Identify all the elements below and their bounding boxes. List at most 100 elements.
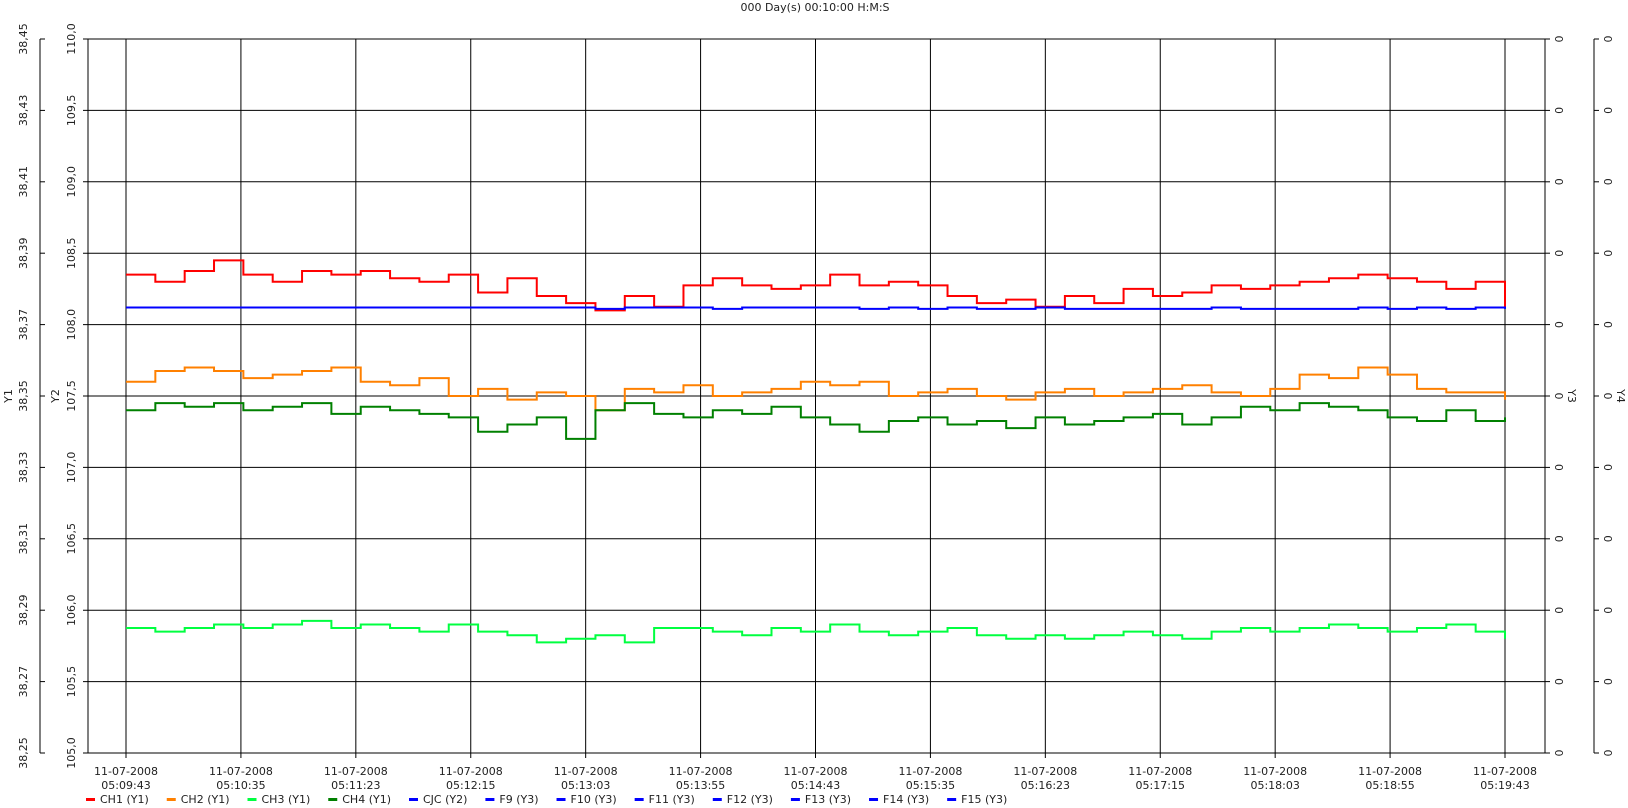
- x-tick-time: 05:12:15: [446, 779, 495, 792]
- legend-swatch: [634, 798, 644, 801]
- x-tick-time: 05:15:35: [906, 779, 955, 792]
- y3-tick-label: 0: [1552, 36, 1565, 43]
- x-tick-date: 11-07-2008: [1128, 765, 1192, 778]
- x-tick-time: 05:13:03: [561, 779, 610, 792]
- x-tick-date: 11-07-2008: [898, 765, 962, 778]
- y2-axis-label: Y2: [49, 389, 62, 404]
- x-tick-time: 05:11:23: [331, 779, 380, 792]
- x-tick-date: 11-07-2008: [1013, 765, 1077, 778]
- x-tick-time: 05:10:35: [216, 779, 265, 792]
- y1-tick-label: 38,41: [17, 166, 30, 198]
- legend-label: F13 (Y3): [805, 793, 851, 806]
- legend-swatch: [556, 798, 566, 801]
- y1-tick-label: 38,25: [17, 737, 30, 769]
- legend-swatch: [166, 798, 176, 801]
- x-tick-date: 11-07-2008: [1473, 765, 1537, 778]
- legend-label: CH1 (Y1): [100, 793, 149, 806]
- x-tick-date: 11-07-2008: [439, 765, 503, 778]
- legend-swatch: [485, 798, 495, 801]
- x-tick-date: 11-07-2008: [209, 765, 273, 778]
- y2-tick-label: 108,0: [65, 309, 78, 341]
- x-tick-time: 05:13:55: [676, 779, 725, 792]
- legend-label: CH3 (Y1): [262, 793, 311, 806]
- chart-title: 000 Day(s) 00:10:00 H:M:S: [740, 1, 889, 14]
- y4-tick-label: 0: [1601, 750, 1614, 757]
- y1-tick-label: 38,35: [17, 380, 30, 412]
- y3-axis-label: Y3: [1565, 388, 1578, 403]
- y1-tick-label: 38,39: [17, 237, 30, 269]
- y4-tick-label: 0: [1601, 321, 1614, 328]
- y1-tick-label: 38,29: [17, 594, 30, 626]
- y2-tick-label: 107,5: [65, 380, 78, 412]
- y3-tick-label: 0: [1552, 107, 1565, 114]
- series-line: [126, 402, 1506, 440]
- y4-axis-label: Y4: [1614, 388, 1627, 403]
- y4-tick-label: 0: [1601, 178, 1614, 185]
- x-tick-time: 05:17:15: [1136, 779, 1185, 792]
- legend-swatch: [328, 798, 338, 801]
- y1-tick-label: 38,31: [17, 523, 30, 555]
- y4-tick-label: 0: [1601, 36, 1614, 43]
- series-line: [126, 259, 1506, 312]
- x-tick-time: 05:16:23: [1021, 779, 1070, 792]
- legend-swatch: [86, 798, 95, 801]
- y4-tick-label: 0: [1601, 250, 1614, 257]
- legend-swatch: [790, 798, 800, 801]
- y1-tick-label: 38,37: [17, 309, 30, 341]
- y2-tick-label: 110,0: [65, 23, 78, 55]
- y4-tick-label: 0: [1601, 107, 1614, 114]
- x-tick-date: 11-07-2008: [1358, 765, 1422, 778]
- legend-label: F10 (Y3): [571, 793, 617, 806]
- legend-label: F15 (Y3): [961, 793, 1007, 806]
- y4-tick-label: 0: [1601, 535, 1614, 542]
- y4-tick-label: 0: [1601, 464, 1614, 471]
- x-tick-date: 11-07-2008: [1243, 765, 1307, 778]
- x-tick-date: 11-07-2008: [784, 765, 848, 778]
- y1-tick-label: 38,27: [17, 666, 30, 698]
- legend-swatch: [409, 798, 418, 801]
- x-tick-time: 05:19:43: [1480, 779, 1529, 792]
- legend-swatch: [947, 798, 957, 801]
- x-tick-time: 05:14:43: [791, 779, 840, 792]
- y2-tick-label: 105,0: [65, 737, 78, 769]
- series-line: [126, 366, 1506, 412]
- y1-tick-label: 38,43: [17, 95, 30, 127]
- y3-tick-label: 0: [1552, 464, 1565, 471]
- legend-label: CJC (Y2): [423, 793, 467, 806]
- y2-tick-label: 109,0: [65, 166, 78, 198]
- series-line: [126, 306, 1506, 310]
- legend-label: F11 (Y3): [649, 793, 695, 806]
- x-tick-date: 11-07-2008: [669, 765, 733, 778]
- y2-tick-label: 109,5: [65, 95, 78, 127]
- legend-label: CH4 (Y1): [342, 793, 391, 806]
- legend-swatch: [712, 798, 722, 801]
- y3-tick-label: 0: [1552, 607, 1565, 614]
- legend-label: F14 (Y3): [883, 793, 929, 806]
- y3-tick-label: 0: [1552, 250, 1565, 257]
- legend-swatch: [869, 798, 879, 801]
- y1-tick-label: 38,45: [17, 23, 30, 55]
- y3-tick-label: 0: [1552, 393, 1565, 400]
- y1-tick-label: 38,33: [17, 452, 30, 484]
- y4-tick-label: 0: [1601, 607, 1614, 614]
- x-tick-date: 11-07-2008: [554, 765, 618, 778]
- y2-tick-label: 106,0: [65, 594, 78, 626]
- y3-tick-label: 0: [1552, 178, 1565, 185]
- legend-label: F9 (Y3): [499, 793, 538, 806]
- legend-swatch: [247, 798, 257, 801]
- x-tick-time: 05:18:55: [1365, 779, 1414, 792]
- x-tick-time: 05:09:43: [101, 779, 150, 792]
- y3-tick-label: 0: [1552, 321, 1565, 328]
- series-line: [126, 619, 1506, 644]
- x-tick-date: 11-07-2008: [94, 765, 158, 778]
- x-tick-time: 05:18:03: [1250, 779, 1299, 792]
- y3-tick-label: 0: [1552, 535, 1565, 542]
- y3-tick-label: 0: [1552, 750, 1565, 757]
- y1-axis-label: Y1: [2, 389, 15, 404]
- legend-label: F12 (Y3): [727, 793, 773, 806]
- y2-tick-label: 107,0: [65, 452, 78, 484]
- y4-tick-label: 0: [1601, 678, 1614, 685]
- y2-tick-label: 108,5: [65, 237, 78, 269]
- y2-tick-label: 105,5: [65, 666, 78, 698]
